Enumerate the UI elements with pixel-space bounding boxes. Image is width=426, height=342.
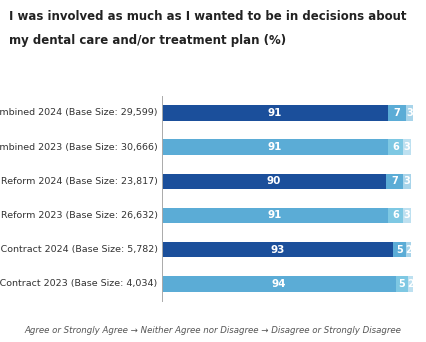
Bar	[162, 140, 389, 155]
Text: 91: 91	[268, 210, 282, 221]
Bar	[162, 276, 396, 291]
Text: 7: 7	[391, 176, 398, 186]
Text: 2: 2	[407, 279, 414, 289]
Bar	[403, 208, 411, 223]
Text: Contract Reform 2024 (Base Size: 23,817): Contract Reform 2024 (Base Size: 23,817)	[0, 177, 158, 186]
Bar	[396, 276, 408, 291]
Text: Contract Reform 2023 (Base Size: 26,632): Contract Reform 2023 (Base Size: 26,632)	[0, 211, 158, 220]
Text: 6: 6	[392, 210, 399, 221]
Text: 5: 5	[396, 245, 403, 255]
Bar	[389, 105, 406, 121]
Text: UDA Contract 2024 (Base Size: 5,782): UDA Contract 2024 (Base Size: 5,782)	[0, 245, 158, 254]
Bar	[162, 208, 389, 223]
Bar	[162, 174, 386, 189]
Text: 5: 5	[399, 279, 406, 289]
Text: 6: 6	[392, 142, 399, 152]
Text: 3: 3	[403, 210, 410, 221]
Bar	[389, 140, 403, 155]
Text: 94: 94	[272, 279, 286, 289]
Text: 2: 2	[405, 245, 412, 255]
Text: 91: 91	[268, 142, 282, 152]
Bar	[403, 140, 411, 155]
Text: 3: 3	[403, 142, 410, 152]
Text: 90: 90	[267, 176, 281, 186]
Bar	[162, 242, 393, 258]
Bar	[393, 242, 406, 258]
Bar	[386, 174, 403, 189]
Text: Agree or Strongly Agree → Neither Agree nor Disagree → Disagree or Strongly Disa: Agree or Strongly Agree → Neither Agree …	[25, 326, 401, 335]
Bar	[403, 174, 411, 189]
Text: 3: 3	[406, 108, 413, 118]
Text: 93: 93	[271, 245, 285, 255]
Bar	[406, 242, 411, 258]
Text: Combined 2023 (Base Size: 30,666): Combined 2023 (Base Size: 30,666)	[0, 143, 158, 152]
Text: I was involved as much as I wanted to be in decisions about: I was involved as much as I wanted to be…	[9, 10, 406, 23]
Bar	[408, 276, 413, 291]
Bar	[162, 105, 389, 121]
Text: 7: 7	[394, 108, 400, 118]
Bar	[406, 105, 413, 121]
Text: 3: 3	[403, 176, 410, 186]
Bar	[389, 208, 403, 223]
Text: Combined 2024 (Base Size: 29,599): Combined 2024 (Base Size: 29,599)	[0, 108, 158, 117]
Text: 91: 91	[268, 108, 282, 118]
Text: UDA Contract 2023 (Base Size: 4,034): UDA Contract 2023 (Base Size: 4,034)	[0, 279, 158, 288]
Text: my dental care and/or treatment plan (%): my dental care and/or treatment plan (%)	[9, 34, 286, 47]
